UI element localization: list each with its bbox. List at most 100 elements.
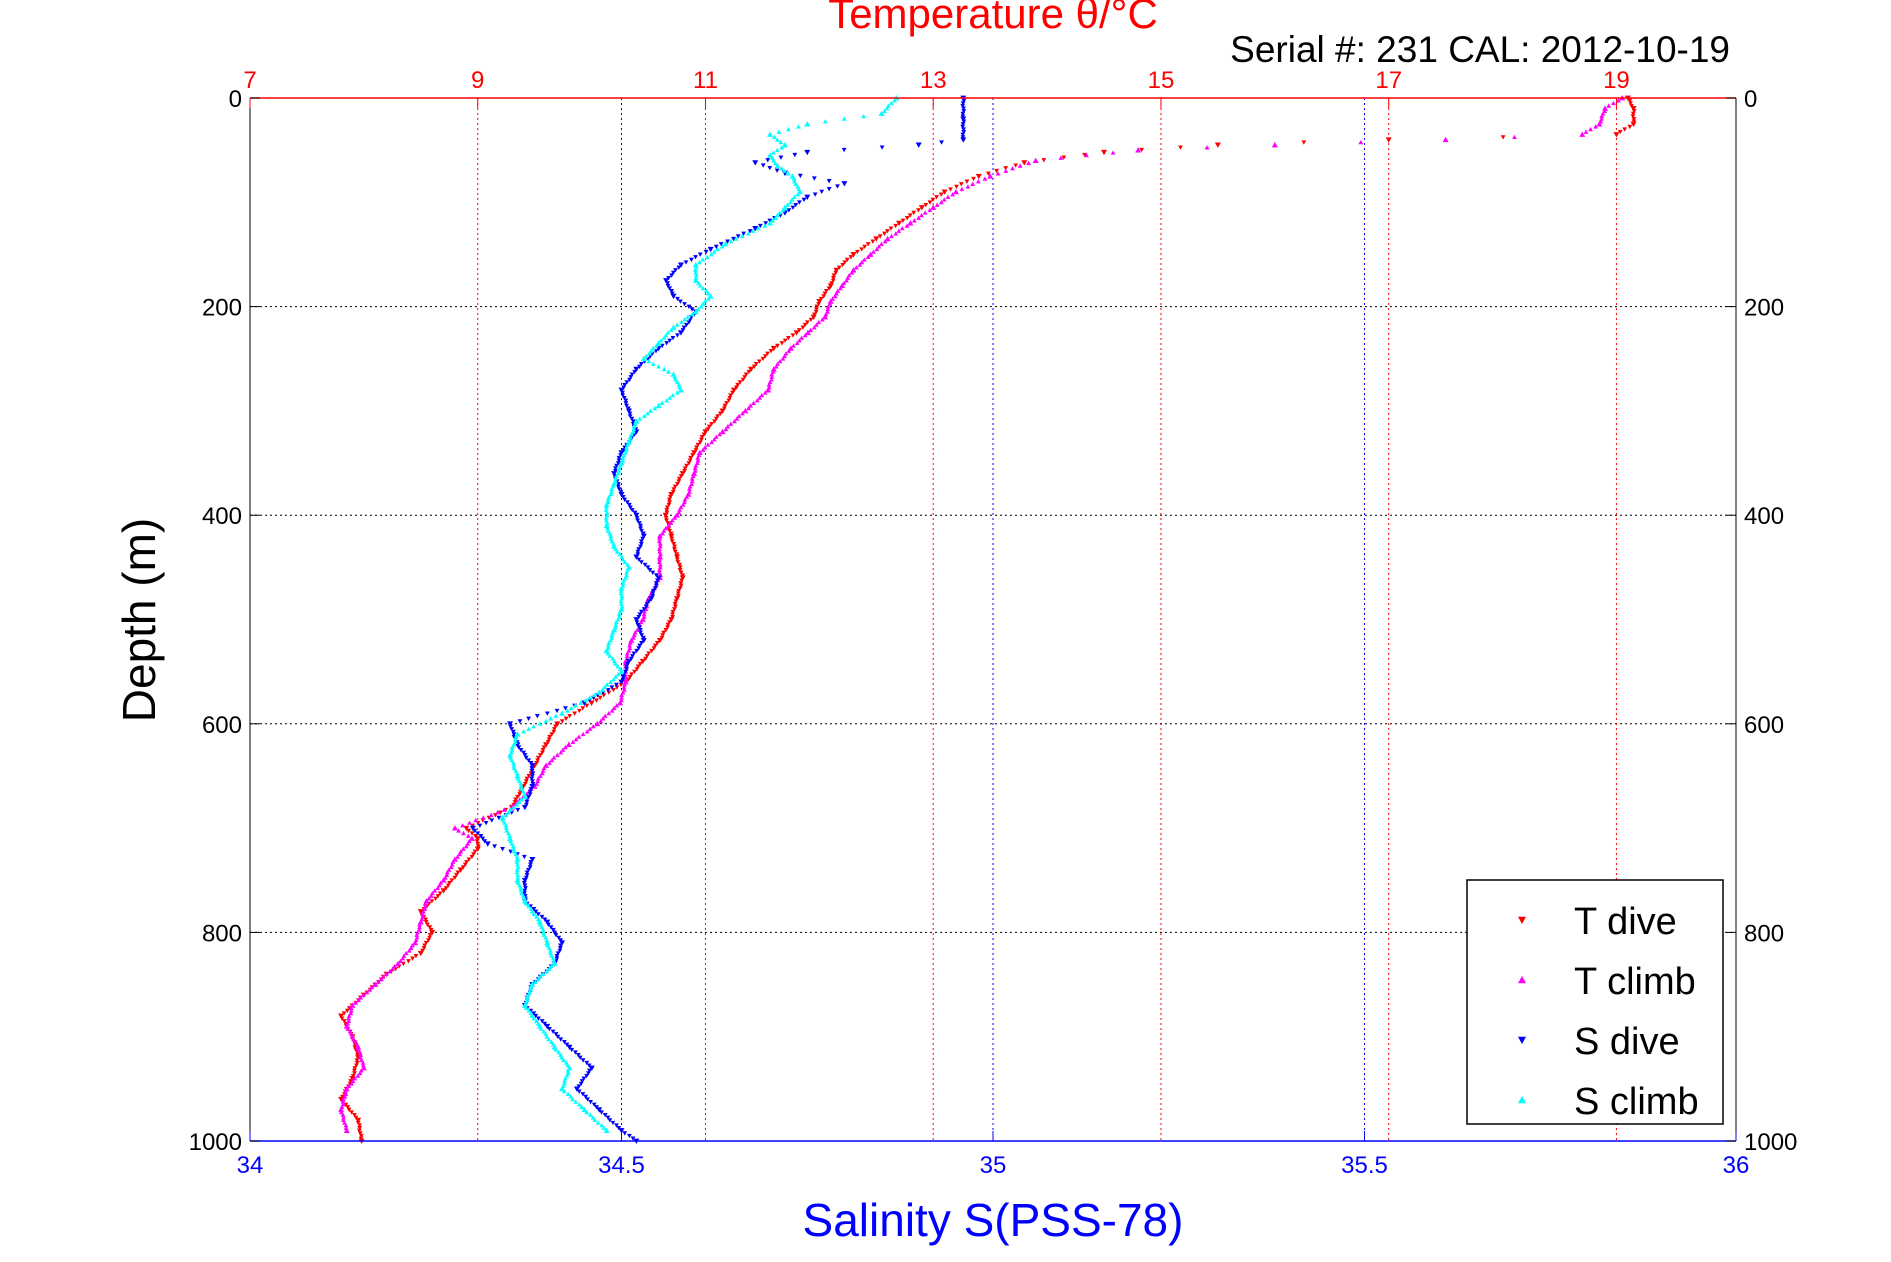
data-point: [544, 711, 550, 716]
data-point: [674, 322, 680, 327]
data-point: [639, 633, 645, 638]
data-point: [664, 518, 669, 523]
data-point: [572, 711, 578, 716]
data-point: [408, 945, 414, 950]
data-point: [768, 349, 774, 354]
data-point: [357, 1131, 363, 1136]
data-point: [822, 291, 828, 296]
data-point: [786, 208, 792, 213]
data-point: [676, 382, 682, 387]
data-point: [677, 568, 683, 573]
data-point: [699, 435, 705, 440]
data-point: [676, 479, 682, 484]
data-point: [346, 1083, 352, 1089]
data-point: [638, 544, 643, 549]
data-point: [608, 637, 614, 643]
data-point: [507, 752, 514, 758]
data-point: [466, 857, 472, 862]
data-point: [460, 846, 466, 851]
data-point: [686, 304, 692, 309]
data-point: [618, 601, 624, 606]
data-point: [985, 171, 991, 176]
data-point: [550, 1029, 556, 1034]
data-point: [551, 727, 557, 732]
data-point: [548, 716, 554, 721]
data-point: [639, 641, 644, 646]
data-point: [543, 742, 550, 748]
data-point: [537, 753, 543, 758]
data-point: [987, 173, 994, 179]
data-point: [794, 340, 800, 346]
data-point: [666, 497, 672, 502]
data-point: [548, 925, 554, 930]
data-point: [638, 541, 644, 547]
data-point: [518, 747, 524, 753]
data-point: [563, 744, 568, 750]
data-point: [604, 525, 610, 531]
data-point: [586, 1071, 591, 1076]
data-point: [674, 379, 680, 385]
data-point: [352, 1113, 357, 1118]
data-point: [747, 229, 753, 234]
data-point: [546, 1036, 552, 1042]
data-point: [1021, 160, 1028, 166]
data-point: [678, 581, 684, 586]
data-point: [994, 168, 999, 174]
data-point: [472, 849, 478, 854]
data-point: [719, 408, 726, 414]
data-point: [551, 755, 557, 760]
data-point: [756, 359, 762, 364]
data-point: [775, 343, 780, 349]
data-point: [585, 1097, 590, 1102]
data-point: [661, 335, 667, 340]
data-point: [719, 244, 725, 249]
data-point: [515, 872, 521, 877]
data-point: [706, 424, 712, 429]
data-point: [668, 533, 675, 540]
data-point: [507, 721, 514, 727]
data-point: [364, 989, 370, 995]
data-point: [611, 541, 617, 546]
data-point: [1588, 126, 1593, 132]
data-point: [627, 377, 632, 383]
data-point: [355, 1073, 361, 1078]
data-point: [769, 371, 775, 377]
data-point: [503, 823, 509, 828]
data-point: [859, 259, 865, 265]
data-point: [637, 661, 643, 667]
data-point: [602, 684, 608, 690]
data-point: [770, 150, 776, 155]
data-point: [695, 455, 701, 460]
data-point: [606, 690, 612, 695]
data-point: [531, 907, 537, 912]
data-point: [670, 293, 677, 300]
data-point: [627, 434, 633, 439]
data-point: [695, 306, 701, 312]
data-point: [672, 374, 678, 379]
data-point: [804, 329, 811, 336]
data-point: [450, 859, 456, 864]
data-point: [751, 364, 757, 369]
data-point: [466, 828, 472, 834]
data-point: [565, 741, 572, 748]
data-point: [614, 682, 619, 688]
data-point: [527, 792, 533, 797]
data-point: [522, 888, 528, 894]
data-point: [624, 403, 629, 409]
data-point: [346, 1016, 351, 1021]
data-point: [400, 956, 406, 961]
data-point: [1026, 160, 1032, 166]
data-point: [623, 669, 628, 675]
data-point: [361, 992, 366, 997]
data-point: [892, 98, 897, 103]
data-point: [488, 812, 494, 817]
data-point: [562, 1039, 567, 1045]
data-point: [456, 828, 462, 833]
data-point: [544, 919, 551, 925]
data-point: [506, 810, 511, 815]
data-point: [689, 257, 694, 263]
data-point: [518, 781, 524, 786]
data-point: [523, 886, 528, 891]
data-point: [529, 1013, 535, 1018]
y-tick-label-left: 400: [202, 503, 242, 530]
